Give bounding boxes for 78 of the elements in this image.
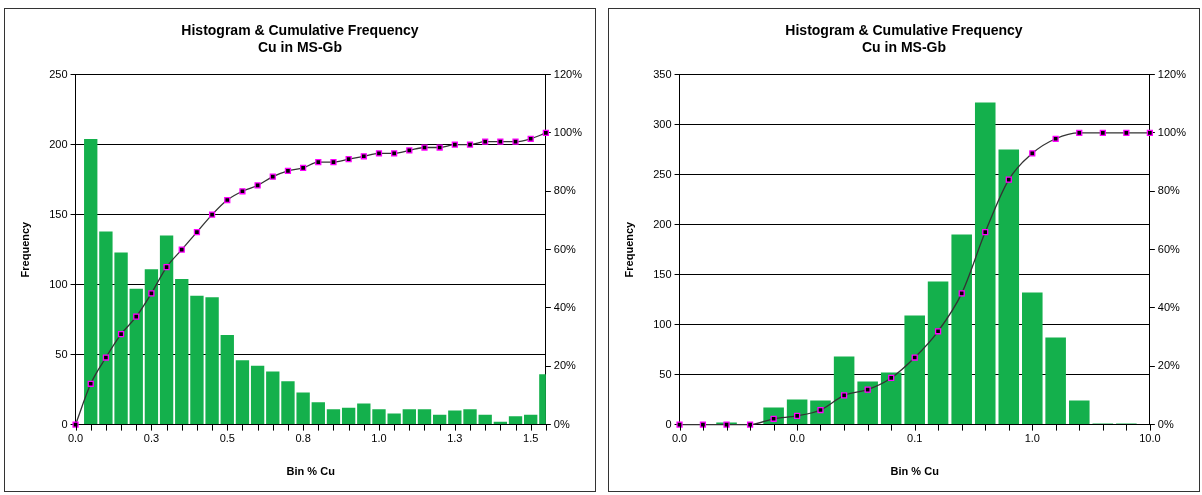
bar [175, 279, 189, 425]
bar [857, 381, 878, 425]
y2-tick-label: 40% [1157, 300, 1181, 313]
y-tick-label: 50 [659, 367, 672, 380]
bar [417, 409, 432, 425]
bar [524, 414, 538, 425]
y2-tick-label: 100% [553, 125, 583, 138]
bar [880, 372, 902, 425]
x-tick-label: 1.3 [447, 432, 463, 445]
x-tick-label: 0.5 [219, 432, 235, 445]
bar [1022, 292, 1043, 425]
bar [478, 414, 492, 425]
bar [402, 409, 416, 425]
y-tick-label: 250 [653, 167, 672, 180]
bar [84, 139, 98, 425]
x-axis-title: Bin % Cu [286, 465, 335, 478]
y2-tick-label: 60% [553, 242, 577, 255]
chart-subtitle: Cu in MS-Gb [862, 39, 946, 56]
bar [341, 407, 356, 425]
chart-subtitle: Cu in MS-Gb [258, 39, 342, 56]
bar [357, 403, 371, 425]
bar [144, 269, 159, 425]
bar [951, 234, 972, 425]
bar [974, 102, 996, 425]
x-tick-label: 0.0 [789, 432, 805, 445]
bar [998, 149, 1020, 425]
y-tick-label: 0 [61, 417, 68, 430]
y-tick-label: 150 [653, 267, 672, 280]
y2-tick-label: 20% [1157, 359, 1181, 372]
y2-tick-label: 0% [553, 417, 570, 430]
bar [1069, 400, 1090, 425]
y2-tick-label: 100% [1157, 125, 1187, 138]
y-tick-label: 200 [49, 137, 68, 150]
x-axis-title: Bin % Cu [890, 465, 939, 478]
y-tick-label: 200 [653, 217, 672, 230]
y2-tick-label: 80% [553, 184, 577, 197]
bar [220, 335, 234, 425]
x-tick-label: 1.0 [1024, 432, 1040, 445]
bar [326, 409, 341, 425]
bar [927, 281, 949, 425]
bar [250, 365, 265, 425]
bar [235, 360, 250, 425]
x-tick-label: 1.0 [371, 432, 387, 445]
y-tick-label: 50 [55, 347, 68, 360]
y-tick-label: 0 [665, 417, 672, 430]
y2-tick-label: 120% [1157, 67, 1187, 80]
x-tick-label: 0.0 [67, 432, 84, 445]
x-tick-label: 0.8 [295, 432, 311, 445]
y2-tick-label: 120% [553, 67, 583, 80]
x-tick-label: 10.0 [1139, 432, 1161, 445]
y-tick-label: 100 [49, 277, 68, 290]
bar [159, 235, 174, 425]
y-tick-label: 300 [653, 117, 672, 130]
bar [508, 416, 523, 425]
y2-tick-label: 80% [1157, 184, 1181, 197]
y-axis-title: Frequency [18, 220, 31, 278]
x-tick-label: 0.1 [907, 432, 923, 445]
chart-title: Histogram & Cumulative Frequency [181, 22, 419, 39]
x-tick-label: 0.0 [671, 432, 688, 445]
y-tick-label: 100 [653, 317, 672, 330]
x-tick-label: 1.5 [523, 432, 539, 445]
bar [266, 371, 280, 425]
bar [311, 402, 325, 425]
y-tick-label: 350 [653, 67, 672, 80]
y-tick-label: 250 [49, 67, 68, 80]
y-axis-title: Frequency [622, 220, 635, 278]
bar [129, 288, 143, 425]
y2-tick-label: 20% [553, 359, 577, 372]
bar [1045, 337, 1066, 425]
chart-title: Histogram & Cumulative Frequency [785, 22, 1023, 39]
x-tick-label: 0.3 [143, 432, 160, 445]
y-tick-label: 150 [49, 207, 68, 220]
bar [833, 356, 855, 425]
y2-tick-label: 40% [553, 300, 577, 313]
bar [904, 315, 925, 425]
bar [432, 414, 447, 425]
y2-tick-label: 0% [1157, 417, 1174, 430]
y2-tick-label: 60% [1157, 242, 1181, 255]
